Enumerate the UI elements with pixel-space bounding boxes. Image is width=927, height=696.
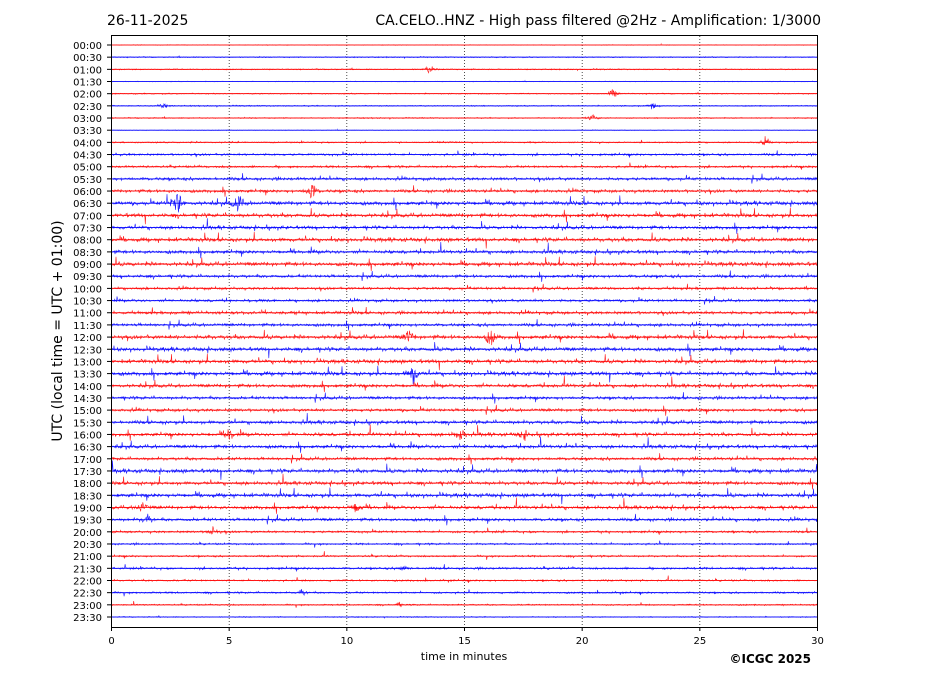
y-tick-label: 21:00 [73,552,102,563]
y-tick-label: 19:30 [73,516,102,527]
y-tick-label: 09:30 [73,272,102,283]
y-tick-label: 02:00 [73,90,102,101]
x-tick-label: 20 [576,636,589,647]
x-tick-label: 30 [811,636,824,647]
y-tick-label: 08:00 [73,236,102,247]
y-tick-label: 20:30 [73,540,102,551]
y-tick-label: 22:30 [73,589,102,600]
y-tick-label: 04:00 [73,138,102,149]
y-tick-label: 22:00 [73,576,102,587]
traces [111,42,818,619]
x-tick-label: 5 [226,636,232,647]
y-tick-label: 16:00 [73,430,102,441]
y-tick-label: 11:00 [73,309,102,320]
y-tick-label: 18:00 [73,479,102,490]
grid-lines [228,36,701,627]
x-tick-label: 10 [340,636,353,647]
y-tick-label: 07:30 [73,224,102,235]
chart-title: CA.CELO..HNZ - High pass filtered @2Hz -… [375,13,821,29]
y-tick-label: 16:30 [73,443,102,454]
y-tick-label: 05:00 [73,163,102,174]
y-tick-label: 14:00 [73,382,102,393]
y-tick-label: 23:00 [73,601,102,612]
y-tick-label: 06:00 [73,187,102,198]
y-tick-label: 11:30 [73,321,102,332]
y-tick-label: 08:30 [73,248,102,259]
y-tick-label: 05:30 [73,175,102,186]
y-tick-label: 15:00 [73,406,102,417]
y-tick-label: 20:00 [73,528,102,539]
date-label: 26-11-2025 [107,13,188,29]
trace-row-1230 [111,341,818,359]
y-tick-label: 19:00 [73,503,102,514]
y-tick-label: 02:30 [73,102,102,113]
y-tick-label: 18:30 [73,491,102,502]
trace-row-1400 [111,375,818,393]
y-tick-label: 01:30 [73,78,102,89]
y-tick-label: 17:00 [73,455,102,466]
trace-row-1100 [111,306,818,317]
y-tick-label: 10:00 [73,284,102,295]
trace-row-0400 [111,136,818,146]
y-tick-label: 03:00 [73,114,102,125]
y-tick-label: 03:30 [73,126,102,137]
y-tick-label: 14:30 [73,394,102,405]
y-tick-label: 15:30 [73,418,102,429]
copyright-label: ©ICGC 2025 [729,652,811,666]
y-tick-label: 13:00 [73,357,102,368]
y-tick-label: 04:30 [73,151,102,162]
y-tick-label: 09:00 [73,260,102,271]
x-axis: 0 5 10 15 20 25 30 [108,627,824,647]
x-axis-label: time in minutes [421,650,508,663]
y-tick-label: 07:00 [73,211,102,222]
y-tick-label: 10:30 [73,297,102,308]
trace-row-1800 [111,473,818,490]
y-tick-label: 06:30 [73,199,102,210]
trace-row-1730 [111,460,818,480]
x-tick-label: 25 [693,636,706,647]
plot-frame [111,35,818,628]
trace-row-2000 [111,526,818,535]
trace-row-1900 [111,497,818,514]
y-tick-label: 00:30 [73,53,102,64]
y-tick-label: 01:00 [73,65,102,76]
x-tick-label: 0 [108,636,114,647]
y-tick-label: 12:30 [73,345,102,356]
x-tick-label: 15 [458,636,471,647]
y-tick-label: 23:30 [73,613,102,624]
y-tick-label: 00:00 [73,41,102,52]
y-axis-label: UTC (local time = UTC + 01:00) [50,220,66,441]
y-tick-label: 21:30 [73,564,102,575]
y-tick-label: 17:30 [73,467,102,478]
y-tick-label: 12:00 [73,333,102,344]
y-tick-label: 13:30 [73,370,102,381]
